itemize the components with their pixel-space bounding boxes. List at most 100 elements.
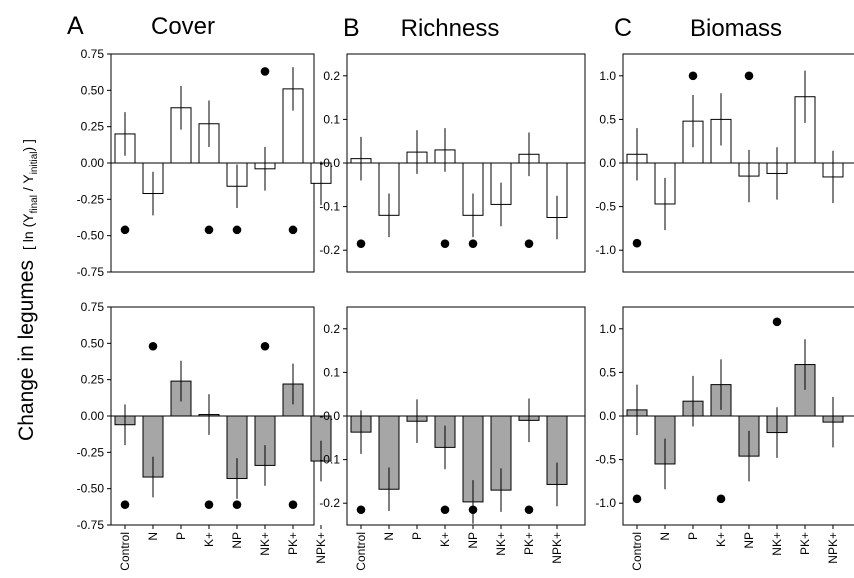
x-tick-label: K+ bbox=[714, 532, 728, 547]
y-tick-label: 0.25 bbox=[81, 120, 105, 134]
significance-marker bbox=[440, 505, 450, 515]
panel-a-top: 0.75 0.50 0.25 0.00 -0.25 -0.50 -0.75 A Cover bbox=[67, 12, 332, 279]
x-tick-label: P bbox=[174, 532, 188, 540]
y-tick-label: -0.75 bbox=[77, 265, 105, 279]
y-tick-label: 0.25 bbox=[81, 373, 105, 387]
significance-marker bbox=[632, 238, 642, 248]
x-tick-label: NPK+ bbox=[826, 532, 840, 564]
significance-marker bbox=[524, 239, 534, 248]
significance-marker bbox=[440, 239, 450, 248]
panel-title-b: Richness bbox=[401, 15, 500, 42]
x-tick-label: K+ bbox=[202, 532, 216, 547]
significance-marker bbox=[204, 225, 214, 235]
panel-letter-b: B bbox=[343, 14, 360, 42]
y-tick-label: 0.75 bbox=[81, 300, 105, 314]
y-tick-label: 1.0 bbox=[599, 322, 616, 336]
y-tick-label: -0.2 bbox=[319, 243, 340, 257]
significance-marker bbox=[716, 494, 726, 504]
y-tick-label: -0.5 bbox=[595, 200, 616, 214]
significance-marker bbox=[120, 500, 130, 509]
y-tick-label: -1.0 bbox=[595, 496, 616, 510]
significance-marker bbox=[232, 225, 242, 235]
y-tick-label: 0.0 bbox=[599, 156, 616, 170]
x-tick-label: Control bbox=[118, 532, 132, 571]
y-axis-formula-open: [ ln (Y bbox=[20, 213, 36, 250]
y-tick-label: -0.5 bbox=[595, 453, 616, 467]
y-tick-label: -0.25 bbox=[77, 445, 105, 459]
y-tick-label: -0.50 bbox=[77, 229, 105, 243]
y-axis-formula-sub-final: final bbox=[29, 195, 40, 213]
y-tick-label: -1.0 bbox=[595, 243, 616, 257]
x-tick-label: NK+ bbox=[770, 532, 784, 556]
y-tick-label: 0.1 bbox=[323, 365, 340, 379]
x-tick-label: NPK+ bbox=[550, 532, 564, 564]
y-axis-label: Change in legumes [ ln (Yfinal / Yinitial… bbox=[15, 139, 40, 441]
x-tick-label: N bbox=[658, 532, 672, 541]
significance-marker bbox=[632, 494, 642, 504]
significance-marker bbox=[468, 505, 478, 515]
y-tick-label: 0.00 bbox=[81, 409, 105, 423]
y-tick-label: -0.50 bbox=[77, 482, 105, 496]
x-tick-label: N bbox=[146, 532, 160, 541]
y-tick-label: 0.5 bbox=[599, 365, 616, 379]
significance-marker bbox=[744, 71, 754, 81]
significance-marker bbox=[468, 239, 478, 248]
y-tick-label: -0.25 bbox=[77, 192, 105, 206]
y-tick-label: 0.0 bbox=[599, 409, 616, 423]
panel-c-top: 1.0 0.5 0.0 -0.5 -1.0 C Biomass bbox=[595, 14, 854, 273]
panel-title-a: Cover bbox=[151, 13, 215, 40]
x-tick-label: PK+ bbox=[286, 532, 300, 555]
y-axis-formula-sub-initial: initial bbox=[29, 152, 40, 175]
significance-marker bbox=[120, 225, 130, 235]
y-tick-label: -0.1 bbox=[319, 200, 340, 214]
x-tick-label: NP bbox=[230, 532, 244, 549]
x-tick-label: NK+ bbox=[494, 532, 508, 556]
x-tick-label: N bbox=[382, 532, 396, 541]
y-tick-label: 1.0 bbox=[599, 69, 616, 83]
y-tick-label: 0.75 bbox=[81, 47, 105, 61]
significance-marker bbox=[524, 505, 534, 515]
significance-marker bbox=[688, 71, 698, 81]
y-tick-label: 0.5 bbox=[599, 112, 616, 126]
y-tick-label: 0.1 bbox=[323, 112, 340, 126]
y-tick-label: -0.0 bbox=[319, 156, 340, 170]
x-tick-label: PK+ bbox=[522, 532, 536, 555]
significance-marker bbox=[232, 500, 242, 509]
panel-letter-c: C bbox=[614, 14, 632, 42]
significance-marker bbox=[288, 500, 298, 509]
y-axis-formula-close: ) ] bbox=[20, 139, 36, 151]
significance-marker bbox=[148, 341, 158, 351]
panel-letter-a: A bbox=[67, 12, 84, 40]
x-tick-label: P bbox=[410, 532, 424, 540]
y-axis-formula-mid: / Y bbox=[20, 174, 36, 195]
x-tick-label: Control bbox=[630, 532, 644, 571]
x-tick-label: K+ bbox=[438, 532, 452, 547]
panel-b-top: 0.2 0.1 -0.0 -0.1 -0.2 B Richness bbox=[319, 14, 586, 273]
significance-marker bbox=[772, 317, 782, 327]
significance-marker bbox=[288, 225, 298, 235]
y-tick-label: 0.2 bbox=[323, 322, 340, 336]
y-tick-label: -0.75 bbox=[77, 518, 105, 532]
x-tick-label: PK+ bbox=[798, 532, 812, 555]
x-tick-label: NP bbox=[466, 532, 480, 549]
y-tick-label: 0.2 bbox=[323, 69, 340, 83]
x-tick-label: NPK+ bbox=[314, 532, 328, 564]
y-tick-label: -0.1 bbox=[319, 453, 340, 467]
x-tick-label: Control bbox=[354, 532, 368, 571]
y-tick-label: 0.50 bbox=[81, 336, 105, 350]
significance-marker bbox=[356, 505, 366, 515]
x-tick-label: P bbox=[686, 532, 700, 540]
chart-panels: 0.75 0.50 0.25 0.00 -0.25 -0.50 -0.75 A Cover 0.2… bbox=[67, 12, 854, 571]
significance-marker bbox=[204, 500, 214, 509]
significance-marker bbox=[260, 341, 270, 351]
y-axis-label-main: Change in legumes bbox=[15, 260, 38, 441]
y-tick-label: 0.50 bbox=[81, 83, 105, 97]
y-tick-label: -0.0 bbox=[319, 409, 340, 423]
x-tick-label: NK+ bbox=[258, 532, 272, 556]
significance-marker bbox=[356, 239, 366, 248]
panel-title-c: Biomass bbox=[690, 15, 782, 42]
